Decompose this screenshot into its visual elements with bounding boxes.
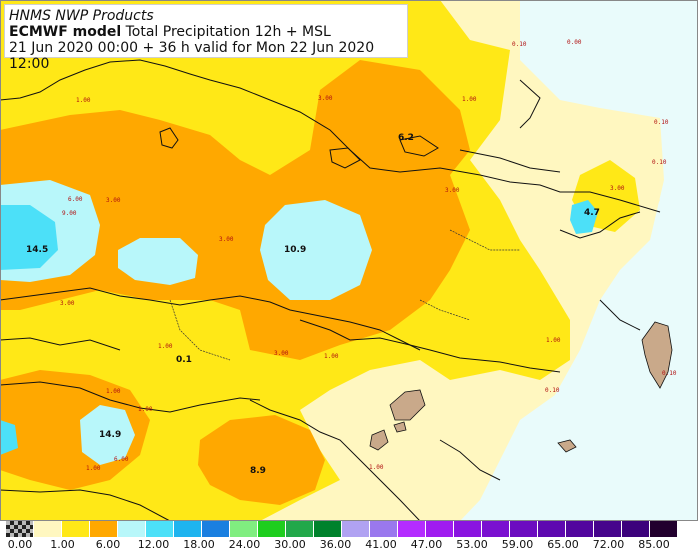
- contour-label: 1.00: [324, 353, 339, 360]
- legend-tick-label: 30.00: [274, 538, 306, 551]
- legend-tick-label: 47.00: [410, 538, 443, 551]
- contour-label: 3.00: [445, 187, 460, 194]
- legend-swatches: [6, 521, 678, 537]
- maximum-label: 14.9: [99, 430, 121, 440]
- island-sea-1: [393, 421, 407, 433]
- maximum-label: 10.9: [284, 245, 306, 255]
- legend-swatch: [146, 521, 174, 537]
- legend-tick-label: 41.00: [365, 538, 397, 551]
- contour-label: 1.00: [106, 388, 121, 395]
- precip-band-6mm-midwest: [118, 238, 198, 285]
- precip-band-3mm-south: [198, 415, 325, 505]
- contour-label: 3.00: [219, 236, 234, 243]
- color-legend: 0.00 1.00 6.00 12.00 18.00 24.00 30.00 36.00 41.…: [0, 521, 698, 552]
- contour-label: 3.00: [106, 197, 121, 204]
- contour-label: 3.00: [60, 300, 75, 307]
- contour-label: 0.10: [652, 159, 667, 166]
- legend-swatch: [286, 521, 314, 537]
- contour-labels: 0.10 0.00 1.00 3.00 1.00 6.00 3.00 9.00 …: [60, 39, 677, 472]
- island-south-1: [389, 389, 426, 421]
- contour-label: 0.10: [545, 387, 560, 394]
- maximum-label: 0.1: [176, 355, 192, 365]
- coastlines: [0, 59, 661, 522]
- precip-band-12mm-southwest: [0, 420, 18, 455]
- island-east: [641, 321, 673, 389]
- legend-swatch: [62, 521, 90, 537]
- legend-swatch: [566, 521, 594, 537]
- contour-label: 9.00: [62, 210, 77, 217]
- legend-tick-label: 12.00: [137, 538, 170, 551]
- contour-label: 1.00: [76, 97, 91, 104]
- model-name: ECMWF model: [9, 24, 122, 40]
- legend-swatch: [650, 521, 678, 537]
- contour-label: 0.10: [654, 119, 669, 126]
- legend-swatch: [482, 521, 510, 537]
- legend-swatch: [594, 521, 622, 537]
- legend-tick-label: 36.00: [319, 538, 352, 551]
- island-south-2: [369, 429, 389, 451]
- title-box: HNMS NWP Products ECMWF model Total Prec…: [4, 4, 408, 72]
- contour-label: 3.00: [318, 95, 333, 102]
- island-south-3: [557, 439, 577, 453]
- precip-band-12mm-east: [570, 200, 598, 234]
- product-header: HNMS NWP Products: [9, 8, 154, 24]
- legend-swatch: [202, 521, 230, 537]
- legend-swatch: [370, 521, 398, 537]
- contour-label: 1.00: [138, 406, 153, 413]
- legend-tick-label: 6.00: [95, 538, 121, 551]
- legend-tick-label: 72.00: [592, 538, 625, 551]
- model-line: ECMWF model Total Precipitation 12h + MS…: [9, 24, 403, 40]
- legend-ticks: 0.00 1.00 6.00 12.00 18.00 24.00 30.00 36.00 41.…: [0, 538, 698, 552]
- contour-label: 1.00: [462, 96, 477, 103]
- contour-label: 0.00: [567, 39, 582, 46]
- legend-tick-label: 18.00: [183, 538, 215, 551]
- legend-swatch: [454, 521, 482, 537]
- contour-label: 0.10: [512, 41, 527, 48]
- contour-label: 3.00: [610, 185, 625, 192]
- contour-label: 1.00: [158, 343, 173, 350]
- legend-swatch: [34, 521, 62, 537]
- contour-label: 3.00: [274, 350, 289, 357]
- legend-swatch: [230, 521, 258, 537]
- legend-swatch: [426, 521, 454, 537]
- maximum-label: 8.9: [250, 466, 266, 476]
- legend-swatch: [538, 521, 566, 537]
- legend-swatch: [118, 521, 146, 537]
- maximum-label: 14.5: [26, 245, 48, 255]
- precip-band-12mm-west: [0, 205, 58, 270]
- precip-band-6mm-center: [260, 200, 372, 300]
- legend-tick-label: 53.00: [456, 538, 488, 551]
- contour-label: 0.10: [662, 370, 677, 377]
- precip-band-6mm-southwest: [80, 405, 135, 465]
- legend-tick-label: 1.00: [50, 538, 75, 551]
- legend-swatch: [314, 521, 342, 537]
- legend-swatch: [6, 521, 34, 537]
- contour-label: 1.00: [546, 337, 561, 344]
- legend-swatch: [398, 521, 426, 537]
- legend-swatch: [342, 521, 370, 537]
- legend-swatch: [510, 521, 538, 537]
- legend-tick-label: 24.00: [228, 538, 261, 551]
- legend-tick-label: 65.00: [547, 538, 579, 551]
- legend-tick-label: 59.00: [501, 538, 534, 551]
- legend-swatch: [622, 521, 650, 537]
- contour-label: 1.00: [86, 465, 101, 472]
- product-name: Total Precipitation 12h + MSL: [125, 24, 331, 40]
- valid-time: 21 Jun 2020 00:00 + 36 h valid for Mon 2…: [9, 40, 375, 72]
- legend-swatch: [90, 521, 118, 537]
- maximum-label: 6.2: [398, 133, 414, 143]
- legend-tick-label: 85.00: [638, 538, 670, 551]
- country-borders: [169, 229, 520, 361]
- contour-label: 1.00: [369, 464, 384, 471]
- legend-swatch: [174, 521, 202, 537]
- maximum-label: 4.7: [584, 208, 600, 218]
- contour-label: 6.00: [114, 456, 129, 463]
- contour-label: 6.00: [68, 196, 83, 203]
- legend-swatch: [258, 521, 286, 537]
- legend-tick-label: 0.00: [7, 538, 33, 551]
